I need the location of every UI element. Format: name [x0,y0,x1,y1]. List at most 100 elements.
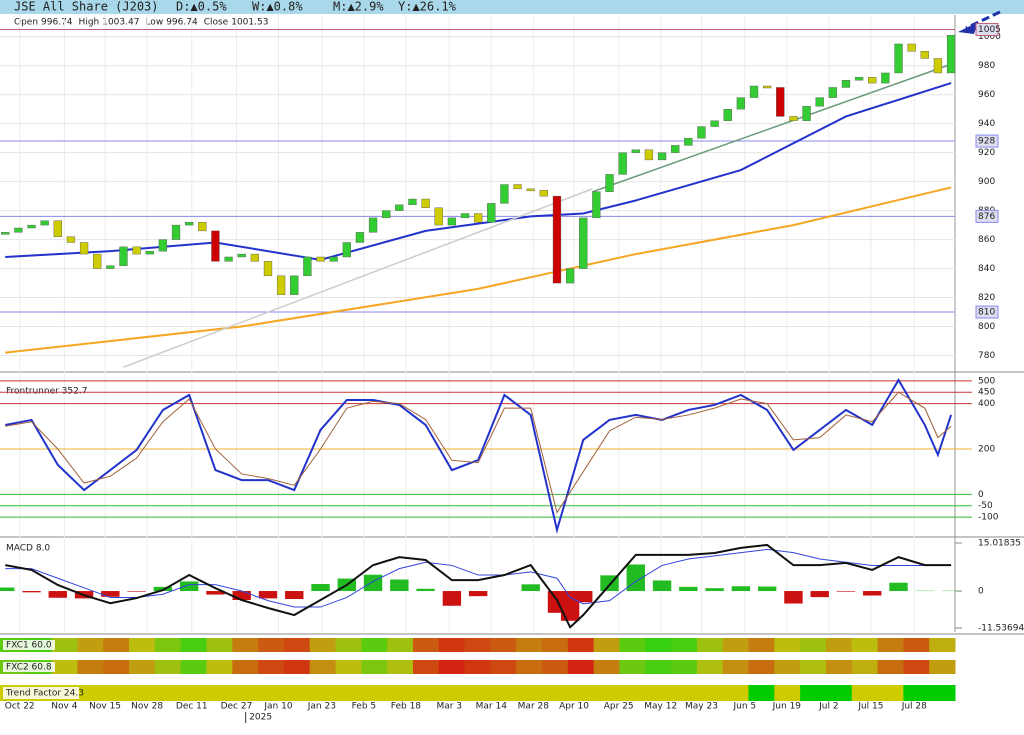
heat-cell [412,660,440,674]
candle [500,184,509,204]
x-tick-label: Feb 5 [352,702,377,712]
x-tick-label: Mar 3 [436,702,462,712]
histogram-bar [390,579,409,592]
change: M:▲2.9% [333,0,384,14]
histogram-bar [705,588,724,592]
y-tick-label: 860 [978,235,995,245]
histogram-bar [311,584,330,592]
heat-cell [258,660,285,674]
candle [303,256,312,277]
heat-cell [722,638,750,652]
histogram-bar [179,581,199,592]
heat-cell [438,638,466,652]
candle [66,236,76,243]
candle [106,265,115,269]
ohlc-label: Low [145,18,163,28]
x-tick-label: Jan 10 [263,702,292,712]
histogram-bar [285,591,304,600]
heat-cell [671,638,698,652]
candle [276,275,286,295]
heat-cell [696,638,724,652]
candle [171,224,181,240]
x-tick-label: Mar 14 [476,702,508,712]
heat-cell [877,638,904,652]
heat-cell [438,685,466,701]
x-tick-label: Nov 15 [89,702,121,712]
x-tick-label: Jul 2 [818,702,838,712]
candle [736,97,746,110]
histogram-bar [101,591,120,597]
y-tick-label: 450 [978,388,995,398]
heat-cell [567,638,595,652]
heat-cell [903,638,930,652]
heat-cell [774,660,801,674]
candle [605,174,614,192]
heat-cell [51,660,78,674]
histogram-bar [574,591,593,603]
histogram-bar [889,582,908,592]
y-tick-label: -50 [978,501,993,511]
candle [657,152,667,161]
price-line [5,82,952,261]
candle [802,106,811,121]
x-tick-label: Nov 4 [51,702,77,712]
heat-cell [567,660,595,674]
strip-label-bg [3,662,55,672]
heat-cell [490,638,517,652]
heat-cell [851,685,879,701]
heat-cell [929,638,956,652]
y-tick-label: 1000 [978,32,1001,42]
heat-cell [232,660,259,674]
y-tick-label: 0 [978,490,984,500]
heat-cell [877,660,904,674]
candle [592,191,601,219]
candle [920,51,929,59]
candle [211,230,220,262]
y-tick-label: 15.01835 [978,538,1021,548]
heat-cell [877,685,904,701]
arrow-head [958,22,978,34]
x-tick-label: Nov 28 [131,702,163,712]
candle [132,246,141,255]
heat-cell [335,638,362,652]
year-label: 2025 [249,713,272,723]
y-tick-label: 940 [978,119,995,129]
candle [763,85,772,89]
candle [237,253,246,258]
heat-cell [361,685,388,701]
level-box [975,209,999,223]
heat-cell [283,660,311,674]
heat-cell [129,660,156,674]
candle [342,242,351,258]
histogram-bar [521,584,540,592]
candle [487,203,496,223]
level-box [975,134,999,148]
y-tick-label: 900 [978,177,995,187]
candle [618,152,627,175]
ohlc-value: 1001.53 [231,18,268,28]
heat-cell [258,638,285,652]
histogram-bar [442,591,462,606]
y-tick-label: 500 [978,376,995,386]
panel-title: MACD 8.0 [6,544,50,554]
heat-cell [232,638,259,652]
heat-cell [903,660,930,674]
x-tick-label: Jun 5 [732,702,756,712]
heat-cell [542,685,569,701]
heat-cell [129,638,156,652]
heat-cell [438,660,466,674]
heat-cell [258,685,285,701]
candle [894,43,903,74]
strip-label: FXC1 60.0 [6,641,52,651]
heat-cell [825,638,853,652]
heat-cell [464,685,491,701]
heat-cell [283,685,311,701]
candle [854,77,864,81]
heat-cell [619,660,646,674]
candle [868,77,877,84]
heat-cell [387,685,414,701]
ohlc-value: 996.74 [41,18,73,28]
candle [447,217,457,226]
price-line [123,188,593,368]
candle [697,126,706,139]
